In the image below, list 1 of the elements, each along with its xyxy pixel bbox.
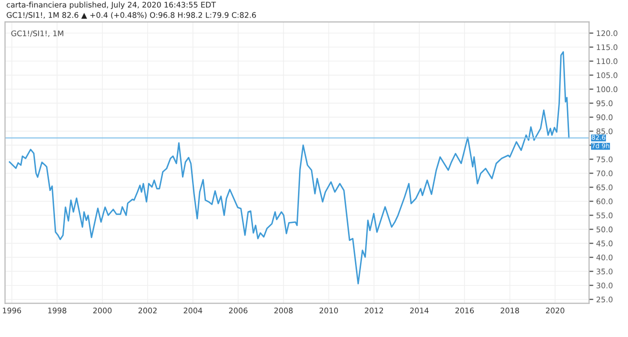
line-series [8, 51, 570, 284]
